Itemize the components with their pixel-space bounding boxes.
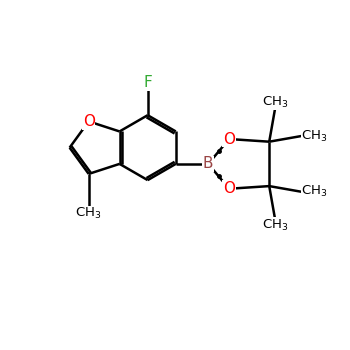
Text: O: O	[223, 181, 235, 196]
Text: CH$_3$: CH$_3$	[301, 128, 328, 143]
Text: F: F	[143, 75, 152, 90]
Text: O: O	[223, 132, 235, 147]
Text: B: B	[203, 156, 214, 172]
Text: O: O	[83, 114, 95, 129]
Text: CH$_3$: CH$_3$	[262, 218, 288, 233]
Text: CH$_3$: CH$_3$	[301, 184, 328, 199]
Text: CH$_3$: CH$_3$	[76, 206, 102, 222]
Text: CH$_3$: CH$_3$	[262, 94, 288, 110]
